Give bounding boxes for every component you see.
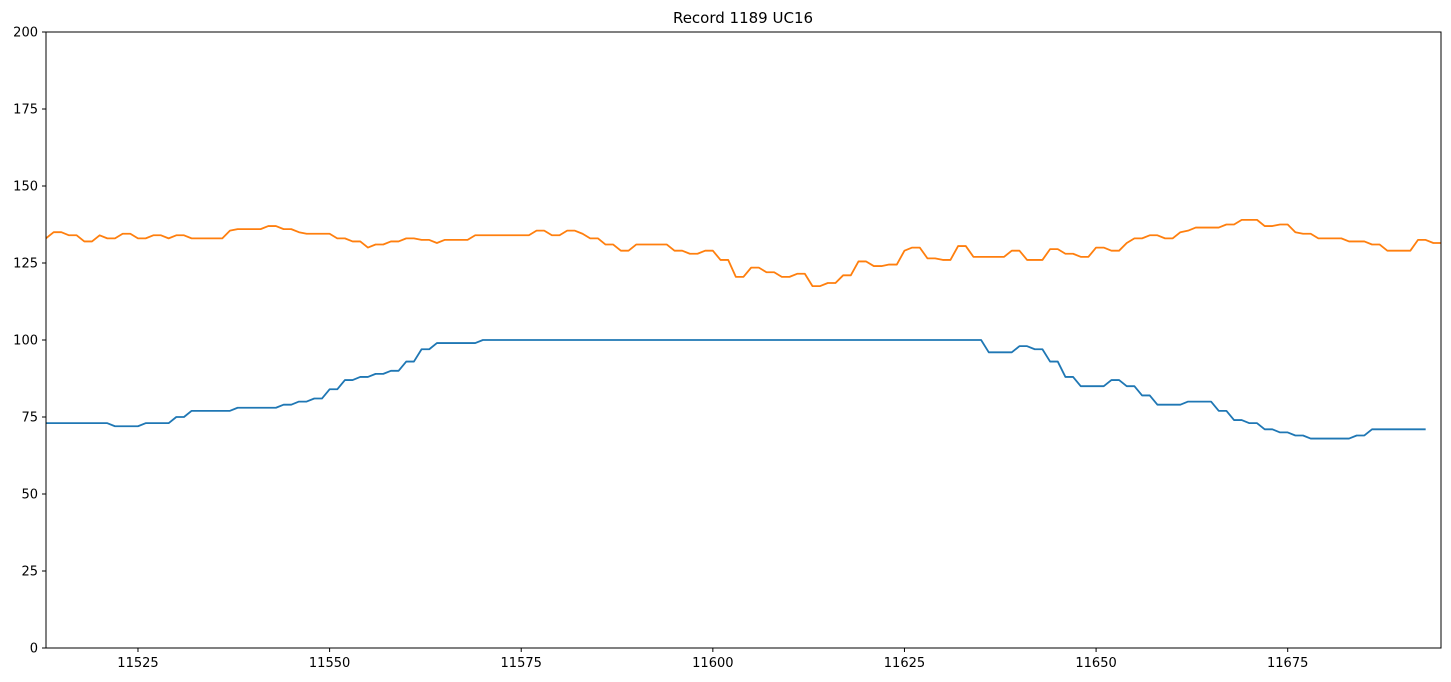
x-tick-label: 11600 — [692, 656, 733, 671]
plot-frame — [45, 31, 1442, 649]
y-tick-label: 200 — [13, 26, 38, 41]
x-tick-label: 11550 — [309, 656, 350, 671]
y-axis: 0 25 50 75 100 125 150 175 200 — [13, 26, 46, 657]
x-tick-label: 11675 — [1267, 656, 1308, 671]
y-tick-label: 125 — [13, 257, 38, 272]
x-axis: 11525 11550 11575 11600 11625 11650 11675 — [117, 648, 1308, 671]
series-line-1 — [46, 339, 1426, 440]
plot-series — [45, 218, 1441, 440]
x-tick-label: 11625 — [884, 656, 925, 671]
y-tick-label: 0 — [30, 642, 38, 657]
x-tick-label: 11575 — [501, 656, 542, 671]
y-tick-label: 25 — [21, 565, 38, 580]
y-tick-label: 175 — [13, 103, 38, 118]
x-tick-label: 11650 — [1075, 656, 1116, 671]
y-tick-label: 50 — [21, 488, 38, 503]
y-tick-label: 150 — [13, 180, 38, 195]
y-tick-label: 75 — [21, 411, 38, 426]
y-tick-label: 100 — [13, 334, 38, 349]
series-line-2 — [45, 218, 1441, 287]
x-tick-label: 11525 — [117, 656, 158, 671]
chart-title: Record 1189 UC16 — [673, 9, 813, 27]
